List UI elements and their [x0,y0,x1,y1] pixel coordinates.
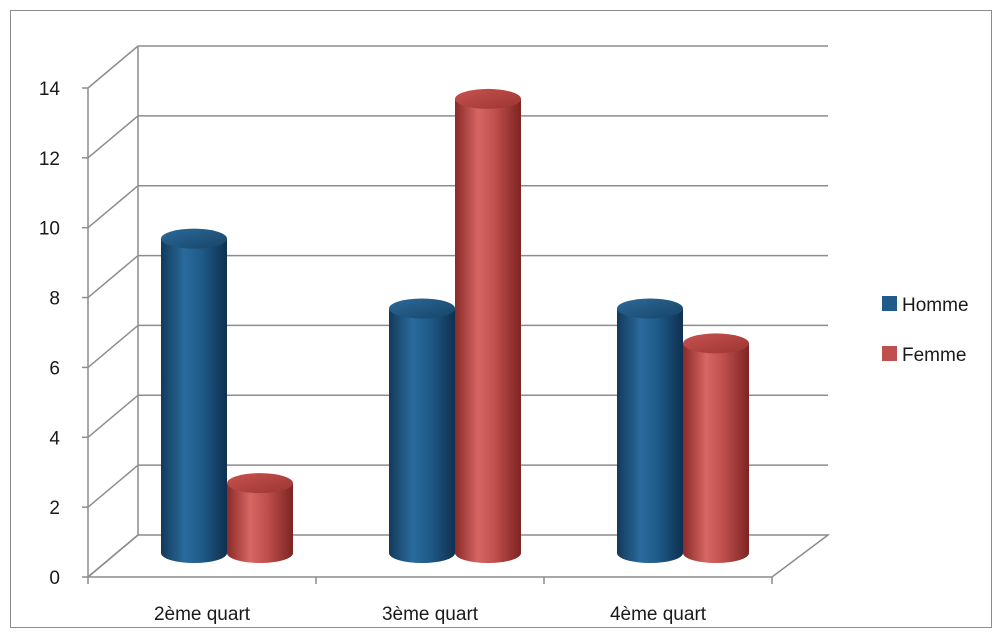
gridline-side-12 [87,115,139,159]
y-tick-label: 6 [49,358,60,379]
bar-homme-4 [617,308,683,563]
bar-top-homme-4 [617,298,683,319]
bar-top-homme-3 [389,298,455,319]
bar-homme-2 [161,238,227,563]
gridline-side-2 [87,464,139,508]
x-category-label: 3ème quart [382,604,479,625]
bar-femme-2 [227,483,293,563]
y-tick-label: 10 [39,219,60,240]
legend-label-femme: Femme [902,345,966,366]
gridline-side-14 [87,45,139,89]
bar-homme-3 [389,308,455,563]
legend: Homme Femme [882,295,969,366]
x-category-label: 4ème quart [610,604,707,625]
bar-femme-3 [455,98,521,563]
y-tick-label: 14 [39,79,61,100]
y-tick-label: 0 [49,568,60,589]
gridline-side-4 [87,394,139,438]
bar-top-femme-3 [455,88,521,109]
axes [82,46,831,584]
legend-swatch-homme [882,296,897,311]
legend-label-homme: Homme [902,295,969,316]
bar-top-femme-2 [227,473,293,494]
y-tick-label: 4 [49,428,60,449]
y-tick-label: 8 [49,289,60,310]
bars [161,88,749,563]
bar-top-homme-2 [161,228,227,249]
legend-swatch-femme [882,346,897,361]
axis-labels: 0 2 4 6 8 10 12 14 2ème quart 3ème quart 4ème quar… [39,79,707,625]
bar-femme-4 [683,343,749,563]
bar-top-femme-4 [683,333,749,354]
gridline-side-8 [87,254,139,299]
y-tick-label: 2 [49,498,60,519]
y-tick-label: 12 [39,149,60,170]
gridline-side-10 [87,185,139,229]
x-category-label: 2ème quart [154,604,251,625]
gridline-side-6 [87,324,139,369]
